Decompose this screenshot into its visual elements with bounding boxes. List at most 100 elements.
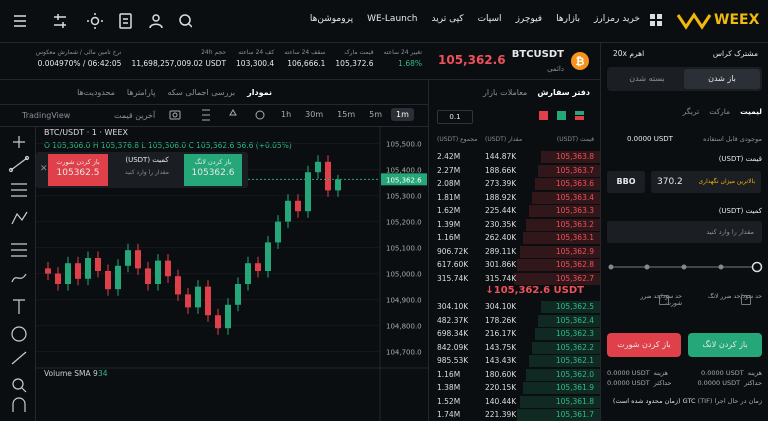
book-cell: 698.34K <box>437 329 469 338</box>
chart-tab[interactable]: محدودیت‌ها <box>77 88 115 97</box>
stat-value: 105,372.6 <box>335 59 374 68</box>
short-button[interactable]: باز کردن شورت <box>607 333 681 357</box>
book-price: 105,363.4 <box>555 192 594 202</box>
interval[interactable]: 30m <box>305 110 324 119</box>
depth-row <box>526 218 600 231</box>
candle-body <box>315 161 321 173</box>
margin-mode[interactable]: مشترک کراس <box>712 49 758 58</box>
stat-label: تغییر 24 ساعته <box>383 49 422 56</box>
stat-label: سقف 24 ساعته <box>284 49 326 56</box>
stat-value: 1.68% <box>398 59 422 68</box>
last-price: 105,362.6 <box>438 53 506 67</box>
nav-item[interactable]: WE-Launch <box>367 14 418 24</box>
y-tick-label: 105,100.0 <box>386 245 422 253</box>
qty-label: کمیت (USDT) <box>718 207 762 215</box>
qty-input[interactable]: مقدار را وارد کنید <box>607 221 762 243</box>
book-cell: 985.53K <box>437 356 469 365</box>
quick-qty[interactable]: کمیت (USDT) مقدار را وارد کنید <box>112 156 182 176</box>
stat: نرخ تامین مالی / شمارش معکوس 0.004970% / … <box>36 49 122 68</box>
chart-source[interactable]: TradingView <box>22 111 71 120</box>
stat-value: 103,300.4 <box>236 59 275 68</box>
checkbox[interactable] <box>741 295 751 305</box>
chart-tab[interactable]: نمودار <box>247 88 272 97</box>
divider <box>600 42 601 421</box>
order-type[interactable]: تریگر <box>682 107 700 116</box>
book-cell: 2.27M <box>437 165 461 175</box>
tif[interactable]: زمان در حال اجرا (TIF) GTC (زمان محدود ش… <box>613 397 762 405</box>
stat: سقف 24 ساعته 106,666.1 <box>284 49 325 68</box>
long-button[interactable]: باز کردن لانگ <box>688 333 762 357</box>
order-book-tabs: دفتر سفارش معاملات بازار <box>483 88 590 97</box>
nav-menu: خرید رمزارز بازارها فیوچرز اسپات کپی ترید WE-… <box>310 14 640 24</box>
book-cell: 143.43K <box>485 356 517 365</box>
candle-body <box>55 273 61 284</box>
book-cell: 1.74M <box>437 410 461 419</box>
interval[interactable]: 1h <box>281 110 292 119</box>
depth-row <box>523 382 600 394</box>
tpsl-short[interactable]: حد سود/حد ضرر شورت <box>640 293 682 307</box>
interval[interactable]: 1m <box>391 108 414 121</box>
ohlc-readout: O 105,306.0 H 105,376.8 L 105,306.0 C 10… <box>44 141 292 150</box>
nav-item[interactable]: پروموشن‌ها <box>309 14 354 24</box>
cost-value: 0.0000 USDT <box>701 369 744 377</box>
divider <box>35 126 36 421</box>
candle-body <box>95 258 101 271</box>
quick-long[interactable]: باز کردن لانگ 105362.6 <box>184 154 242 186</box>
book-tab[interactable]: دفتر سفارش <box>537 88 590 97</box>
divider <box>0 42 768 43</box>
close-tab[interactable]: بسته شدن <box>629 74 665 83</box>
price-step[interactable]: 0.1 <box>437 110 473 124</box>
chart-tab[interactable]: بررسی اجمالی سکه <box>167 88 236 97</box>
candlestick-chart: BTC/USDT · 1 · WEEX O 105,306.0 H 105,37… <box>36 126 428 421</box>
book-cell: 262.40K <box>485 233 517 242</box>
nav-item[interactable]: کپی ترید <box>431 14 464 24</box>
qty-placeholder: مقدار را وارد کنید <box>706 228 754 236</box>
nav-icons <box>14 13 192 29</box>
symbol[interactable]: BTCUSDT <box>511 49 564 60</box>
divider <box>0 79 600 80</box>
nav-item[interactable]: فیوچرز <box>515 14 543 24</box>
bbo-button[interactable]: BBO <box>607 171 645 193</box>
candle-body <box>325 161 331 191</box>
quick-short[interactable]: باز کردن شورت 105362.5 <box>48 154 108 186</box>
close-icon[interactable]: ✕ <box>40 164 48 174</box>
depth-row <box>538 314 600 327</box>
book-price: 105,363.1 <box>555 233 594 242</box>
checkbox[interactable] <box>659 295 669 305</box>
price-input[interactable]: 370.2 بالاترین میزان نگهداری <box>651 171 761 193</box>
mid-price: ↓105,362.6 USDT <box>485 285 584 296</box>
book-cell: 289.11K <box>485 246 517 256</box>
qty-slider[interactable] <box>607 261 765 273</box>
interval[interactable]: 15m <box>337 110 356 119</box>
tpsl-long[interactable]: حد سود/حد ضرر لانگ <box>707 293 762 300</box>
open-tab[interactable]: باز شدن <box>684 69 760 89</box>
candle-body <box>45 268 51 274</box>
top-nav: WEEX خرید رمزارز بازارها فیوچرز اسپات کپی تر… <box>0 0 768 42</box>
price-type[interactable]: آخرین قیمت <box>114 111 156 120</box>
available-label: موجودی قابل استفاده <box>703 135 762 143</box>
book-cell: 304.10K <box>437 302 469 311</box>
book-price: 105,361.8 <box>555 396 594 406</box>
nav-item[interactable]: اسپات <box>477 14 502 24</box>
order-type[interactable]: لیمیت <box>740 107 762 116</box>
nav-item[interactable]: خرید رمزارز <box>594 14 640 24</box>
quick-short-label: باز کردن شورت <box>56 158 100 166</box>
chart-tab[interactable]: پارامترها <box>126 88 156 97</box>
contract-kind: دائمی <box>547 65 564 73</box>
order-type[interactable]: مارکت <box>709 107 731 116</box>
book-price: 105,362.3 <box>555 329 594 338</box>
candle-body <box>285 200 291 222</box>
stat-value: 106,666.1 <box>287 59 326 68</box>
apps-icon[interactable] <box>650 14 662 26</box>
nav-item[interactable]: بازارها <box>556 14 581 24</box>
interval-buttons: 1h 30m 15m 5m 1m <box>276 108 414 121</box>
book-cell: 225.44K <box>485 206 517 215</box>
y-tick-label: 105,300.0 <box>386 193 422 201</box>
leverage[interactable]: اهرم 20x <box>613 49 645 58</box>
quick-short-price: 105362.5 <box>56 168 100 178</box>
candle-body <box>135 250 141 269</box>
book-cell: 2.42M <box>437 152 461 161</box>
candle-body <box>205 286 211 316</box>
interval[interactable]: 5m <box>369 110 383 119</box>
book-tab[interactable]: معاملات بازار <box>483 88 528 97</box>
